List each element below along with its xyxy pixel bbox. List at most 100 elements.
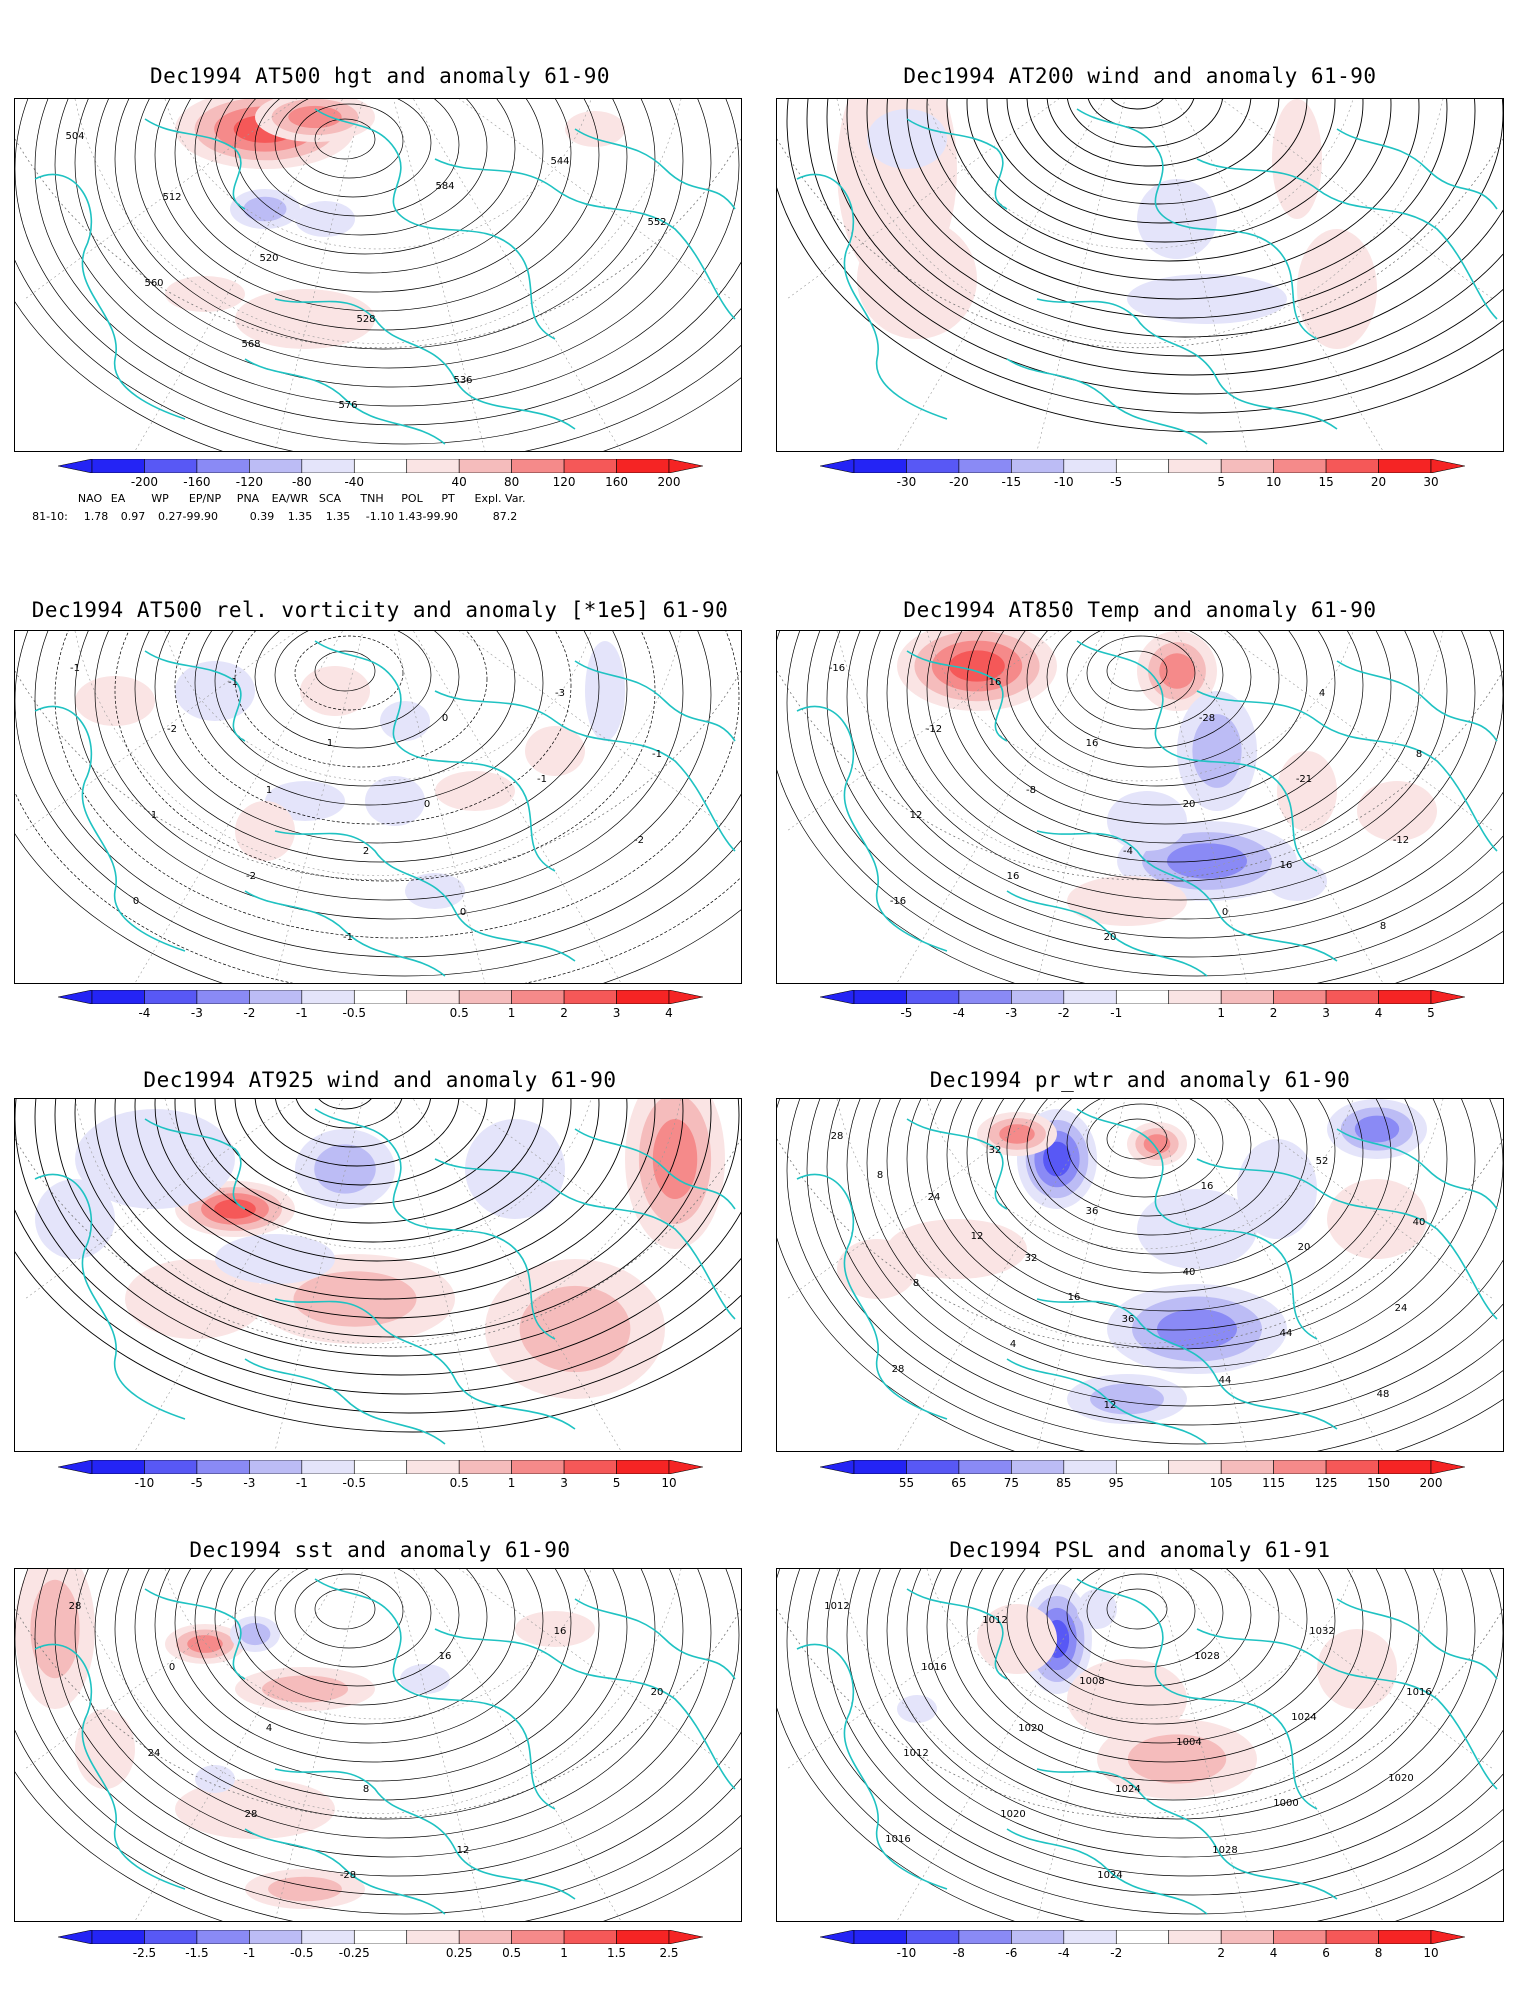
colorbar-box <box>958 990 1012 1004</box>
contour-label: 20 <box>1298 1242 1311 1253</box>
anomaly-patch <box>243 196 287 222</box>
colorbar-box <box>144 990 198 1004</box>
colorbar-tick-label: -120 <box>235 475 263 489</box>
colorbar-arrow-right <box>1430 1930 1465 1944</box>
anomaly-patch <box>1317 1629 1397 1709</box>
anomaly-shading <box>35 1099 725 1399</box>
colorbar-box <box>1168 990 1222 1004</box>
contour-label: -1 <box>343 932 353 943</box>
colorbar-tick-label: 200 <box>1419 1476 1443 1490</box>
index-header: PT <box>441 492 455 505</box>
contour-label: 28 <box>245 1809 258 1820</box>
contour-label: 12 <box>971 1231 984 1242</box>
panel-title: Dec1994 AT200 wind and anomaly 61-90 <box>903 64 1377 88</box>
colorbar-ticks: -10 -8 -6 -4 -2 2 4 6 8 10 <box>820 1946 1465 1960</box>
contour-label: 1016 <box>885 1834 910 1845</box>
colorbar-arrow-left <box>58 990 93 1004</box>
contour-label: 20 <box>1104 932 1117 943</box>
anomaly-shading <box>15 1569 595 1909</box>
colorbar-tick-label: 2 <box>560 1006 568 1020</box>
colorbar-box <box>511 459 565 473</box>
map-wind925 <box>14 1098 742 1452</box>
panel-vorticity500: Dec1994 AT500 rel. vorticity and anomaly… <box>0 560 760 1030</box>
anomaly-patch <box>295 201 355 237</box>
colorbar-tick-label: 10 <box>1265 475 1282 489</box>
contour-label: -12 <box>1393 835 1409 846</box>
colorbar-arrow-left <box>820 1460 855 1474</box>
colorbar-tick-label: 95 <box>1108 1476 1124 1490</box>
panel-hgt500: Dec1994 AT500 hgt and anomaly 61-90 504 5… <box>0 0 760 560</box>
colorbar-arrow-right <box>1430 1460 1465 1474</box>
anomaly-patch <box>195 1765 235 1793</box>
anomaly-patch <box>365 776 425 826</box>
colorbar-tick-label: -5 <box>190 1476 203 1490</box>
contour-labels: 28 0 4 8 12 16 20 24 28 -28 16 <box>69 1601 664 1881</box>
colorbar-tick-label: 10 <box>661 1476 677 1490</box>
anomaly-patch <box>1237 1139 1317 1239</box>
colorbar-box <box>458 1930 512 1944</box>
contour-label: 0 <box>424 799 430 810</box>
colorbar-box <box>958 459 1012 473</box>
colorbar-box <box>249 990 303 1004</box>
colorbar-tick-label: -10 <box>896 1946 917 1960</box>
colorbar-box <box>301 1930 355 1944</box>
contour-label: 20 <box>651 1687 664 1698</box>
colorbar-box <box>1063 1930 1117 1944</box>
colorbar-tick-label: 30 <box>1423 475 1439 489</box>
colorbar-tick-label: -1 <box>1110 1006 1123 1020</box>
anomaly-patch <box>215 1234 335 1284</box>
colorbar-box <box>511 990 565 1004</box>
colorbar-box <box>1011 459 1065 473</box>
colorbar-tick-label: 125 <box>1314 1476 1338 1490</box>
colorbar-tick-label: 20 <box>1370 475 1387 489</box>
colorbar-box <box>91 1460 145 1474</box>
colorbar-box <box>1325 990 1379 1004</box>
indices-value-row: 81-10: 1.78 0.97 0.27-99.90 0.39 1.35 1.35 -1.… <box>0 510 760 524</box>
colorbar <box>58 1460 703 1474</box>
colorbar-box <box>1115 459 1170 473</box>
colorbar-tick-label: 3 <box>612 1006 621 1020</box>
colorbar-box <box>144 459 198 473</box>
contour-label: -16 <box>829 663 845 674</box>
anomaly-patch <box>75 1109 235 1209</box>
colorbar-box <box>196 459 250 473</box>
colorbar-box <box>1273 990 1327 1004</box>
contour-label: 1028 <box>1212 1845 1237 1856</box>
colorbar-tick-label: -2 <box>243 1006 256 1020</box>
colorbar-box <box>1378 1930 1432 1944</box>
colorbar <box>820 1930 1465 1944</box>
coastlines <box>796 1108 1498 1445</box>
index-value: 1.35 <box>287 510 313 523</box>
colorbar-tick-label: 4 <box>665 1006 673 1020</box>
contour-label: 552 <box>647 217 666 228</box>
colorbar-tick-label: 3 <box>1322 1006 1330 1020</box>
contour-label: 528 <box>356 314 375 325</box>
contour-lines <box>777 1099 1503 1451</box>
anomaly-patch <box>1272 99 1322 219</box>
contour-label: 512 <box>162 192 181 203</box>
colorbar-box <box>906 990 960 1004</box>
contour-label: 560 <box>144 278 163 289</box>
contour-label: -2 <box>246 871 256 882</box>
contour-label: 4 <box>1319 688 1325 699</box>
colorbar-arrow-left <box>820 1930 855 1944</box>
colorbar-box <box>853 990 907 1004</box>
coastlines <box>34 1108 736 1445</box>
colorbar-tick-label: 2.5 <box>659 1946 679 1960</box>
panel-title: Dec1994 AT500 rel. vorticity and anomaly… <box>31 598 729 622</box>
colorbar-box <box>406 459 460 473</box>
contour-label: 1032 <box>1309 1626 1334 1637</box>
colorbar-tick-label: -10 <box>134 1476 155 1490</box>
colorbar-tick-label: 1 <box>560 1946 568 1960</box>
anomaly-patch <box>1267 861 1327 901</box>
anomaly-patch <box>175 661 255 721</box>
colorbar-box <box>1011 990 1065 1004</box>
colorbar-box <box>353 1460 408 1474</box>
contour-label: 12 <box>457 1845 470 1856</box>
colorbar-tick-label: -5 <box>900 1006 913 1020</box>
colorbar-box <box>1115 1930 1170 1944</box>
contour-label: 36 <box>1086 1206 1099 1217</box>
contour-labels: 504 512 520 528 536 544 552 560 568 576 584 <box>65 131 666 411</box>
contour-label: 1012 <box>982 1615 1007 1626</box>
colorbar-box <box>958 1930 1012 1944</box>
